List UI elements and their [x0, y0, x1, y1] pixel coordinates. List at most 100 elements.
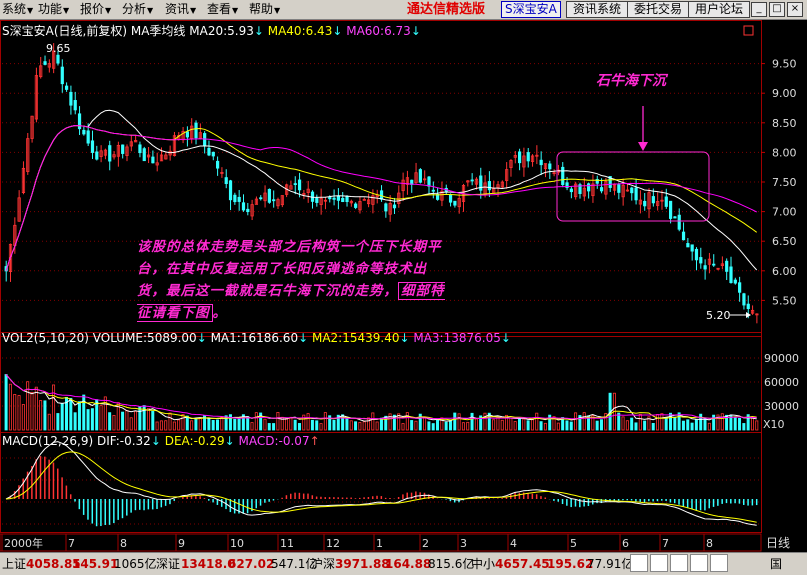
- menu-item-3[interactable]: 分析▼: [122, 2, 153, 17]
- volume-bar: [77, 401, 81, 431]
- volume-bar: [86, 409, 90, 431]
- candle-body: [17, 197, 21, 222]
- chevron-down-icon: ▼: [232, 6, 239, 15]
- candle-body: [677, 214, 681, 230]
- candle-body: [211, 151, 215, 157]
- period-label: 日线: [766, 536, 790, 550]
- stock-tag[interactable]: S深宝安A: [501, 1, 561, 18]
- stock-chart[interactable]: 9.50 9.00 8.50 8.00 7.50 7.00 6.50 6.00 5.50 9000…: [0, 20, 807, 552]
- top-button-0[interactable]: 资讯系统: [566, 1, 628, 18]
- volume-bar: [699, 413, 703, 431]
- volume-bar: [190, 420, 194, 431]
- annotation-boxed: 细部特征请看下图: [137, 282, 445, 322]
- volume-bar: [362, 421, 366, 431]
- volume-bar: [500, 419, 504, 431]
- candle-body: [323, 199, 328, 202]
- menu-item-1[interactable]: 功能▼: [38, 2, 69, 17]
- menu-item-5[interactable]: 查看▼: [207, 2, 238, 17]
- x-axis-label: 8: [706, 537, 713, 550]
- candle-body: [52, 50, 56, 69]
- volume-bar: [306, 413, 310, 431]
- volume-bar: [263, 418, 267, 431]
- candle-body: [755, 313, 759, 316]
- menu-item-6[interactable]: 帮助▼: [249, 2, 280, 17]
- candle-body: [565, 182, 569, 189]
- top-button-2[interactable]: 用户论坛: [688, 1, 750, 18]
- volume-bar: [621, 416, 625, 431]
- sh-amount: 1065亿: [114, 557, 157, 571]
- candle-body: [587, 183, 591, 192]
- candle-body: [638, 199, 643, 205]
- candle-body: [129, 141, 133, 147]
- close-icon[interactable]: ×: [787, 2, 803, 17]
- volume-bar: [310, 419, 314, 431]
- volume-bar: [388, 413, 392, 431]
- status-icon-2[interactable]: [650, 554, 668, 572]
- menu-item-2[interactable]: 报价▼: [80, 2, 111, 17]
- volume-bar: [742, 423, 746, 431]
- volume-bar: [17, 395, 21, 431]
- price-header: S深宝安A(日线,前复权) MA季均线 MA20:5.93↓ MA40:6.43…: [2, 22, 421, 39]
- restore-icon[interactable]: □: [769, 2, 785, 17]
- menu-item-label: 资讯: [165, 2, 190, 16]
- menu-item-4[interactable]: 资讯▼: [165, 2, 196, 17]
- volume-bar: [712, 414, 716, 431]
- top-button-1[interactable]: 委托交易: [627, 1, 689, 18]
- volume-bar: [561, 417, 565, 431]
- status-icon-4[interactable]: [690, 554, 708, 572]
- volume-bar: [457, 413, 461, 431]
- candle-body: [125, 146, 129, 156]
- candle-body: [694, 248, 699, 261]
- candle-body: [289, 185, 293, 190]
- price-axis-label: 9.00: [772, 87, 797, 100]
- volume-bar: [47, 413, 51, 431]
- candle-body: [168, 150, 172, 156]
- x-axis-label: 10: [230, 537, 244, 550]
- candle-body: [686, 243, 690, 248]
- volume-bar: [56, 413, 60, 431]
- volume-bar: [483, 412, 487, 431]
- candle-body: [457, 198, 461, 208]
- volume-bar: [379, 417, 383, 431]
- hs-change: 164.88: [385, 557, 432, 571]
- candle-body: [254, 198, 259, 205]
- volume-bar: [617, 412, 621, 431]
- volume-bar: [69, 397, 73, 431]
- volume-bar: [418, 413, 422, 431]
- candle-body: [574, 183, 578, 198]
- candle-body: [138, 144, 142, 154]
- status-icon-3[interactable]: [670, 554, 688, 572]
- volume-bar: [246, 416, 250, 431]
- volume-bar: [638, 413, 642, 431]
- volume-bar: [716, 414, 720, 431]
- volume-bar: [599, 419, 603, 431]
- candle-body: [427, 176, 431, 187]
- volume-bar: [703, 418, 707, 431]
- candle-body: [431, 189, 435, 192]
- volume-bar: [436, 419, 440, 431]
- volume-bar: [755, 420, 759, 431]
- ma60-value: MA60:6.73: [346, 24, 411, 38]
- minimize-icon[interactable]: _: [751, 2, 767, 17]
- volume-bar: [168, 412, 172, 431]
- sh-change: 145.91: [72, 557, 119, 571]
- candle-body: [379, 190, 384, 200]
- candle-body: [384, 203, 388, 212]
- candle-body: [349, 200, 353, 204]
- candle-body: [47, 63, 51, 68]
- dif-arrow-icon: ↓: [150, 434, 161, 448]
- candle-body: [60, 66, 64, 85]
- volume-bar: [591, 415, 595, 431]
- volume-bar: [569, 421, 573, 431]
- candle-body: [487, 181, 492, 191]
- volume-bar: [207, 418, 211, 431]
- dif-line: [5, 441, 757, 526]
- candle-body: [69, 91, 73, 106]
- volume-bar: [518, 417, 522, 431]
- status-icon-1[interactable]: [630, 554, 648, 572]
- menu-item-0[interactable]: 系统▼: [2, 2, 33, 17]
- vol-ma3-arrow-icon: ↓: [500, 331, 511, 345]
- status-icon-5[interactable]: [710, 554, 728, 572]
- volume-bar: [375, 421, 379, 431]
- vol-ma3-value: MA3:13876.05: [413, 331, 501, 345]
